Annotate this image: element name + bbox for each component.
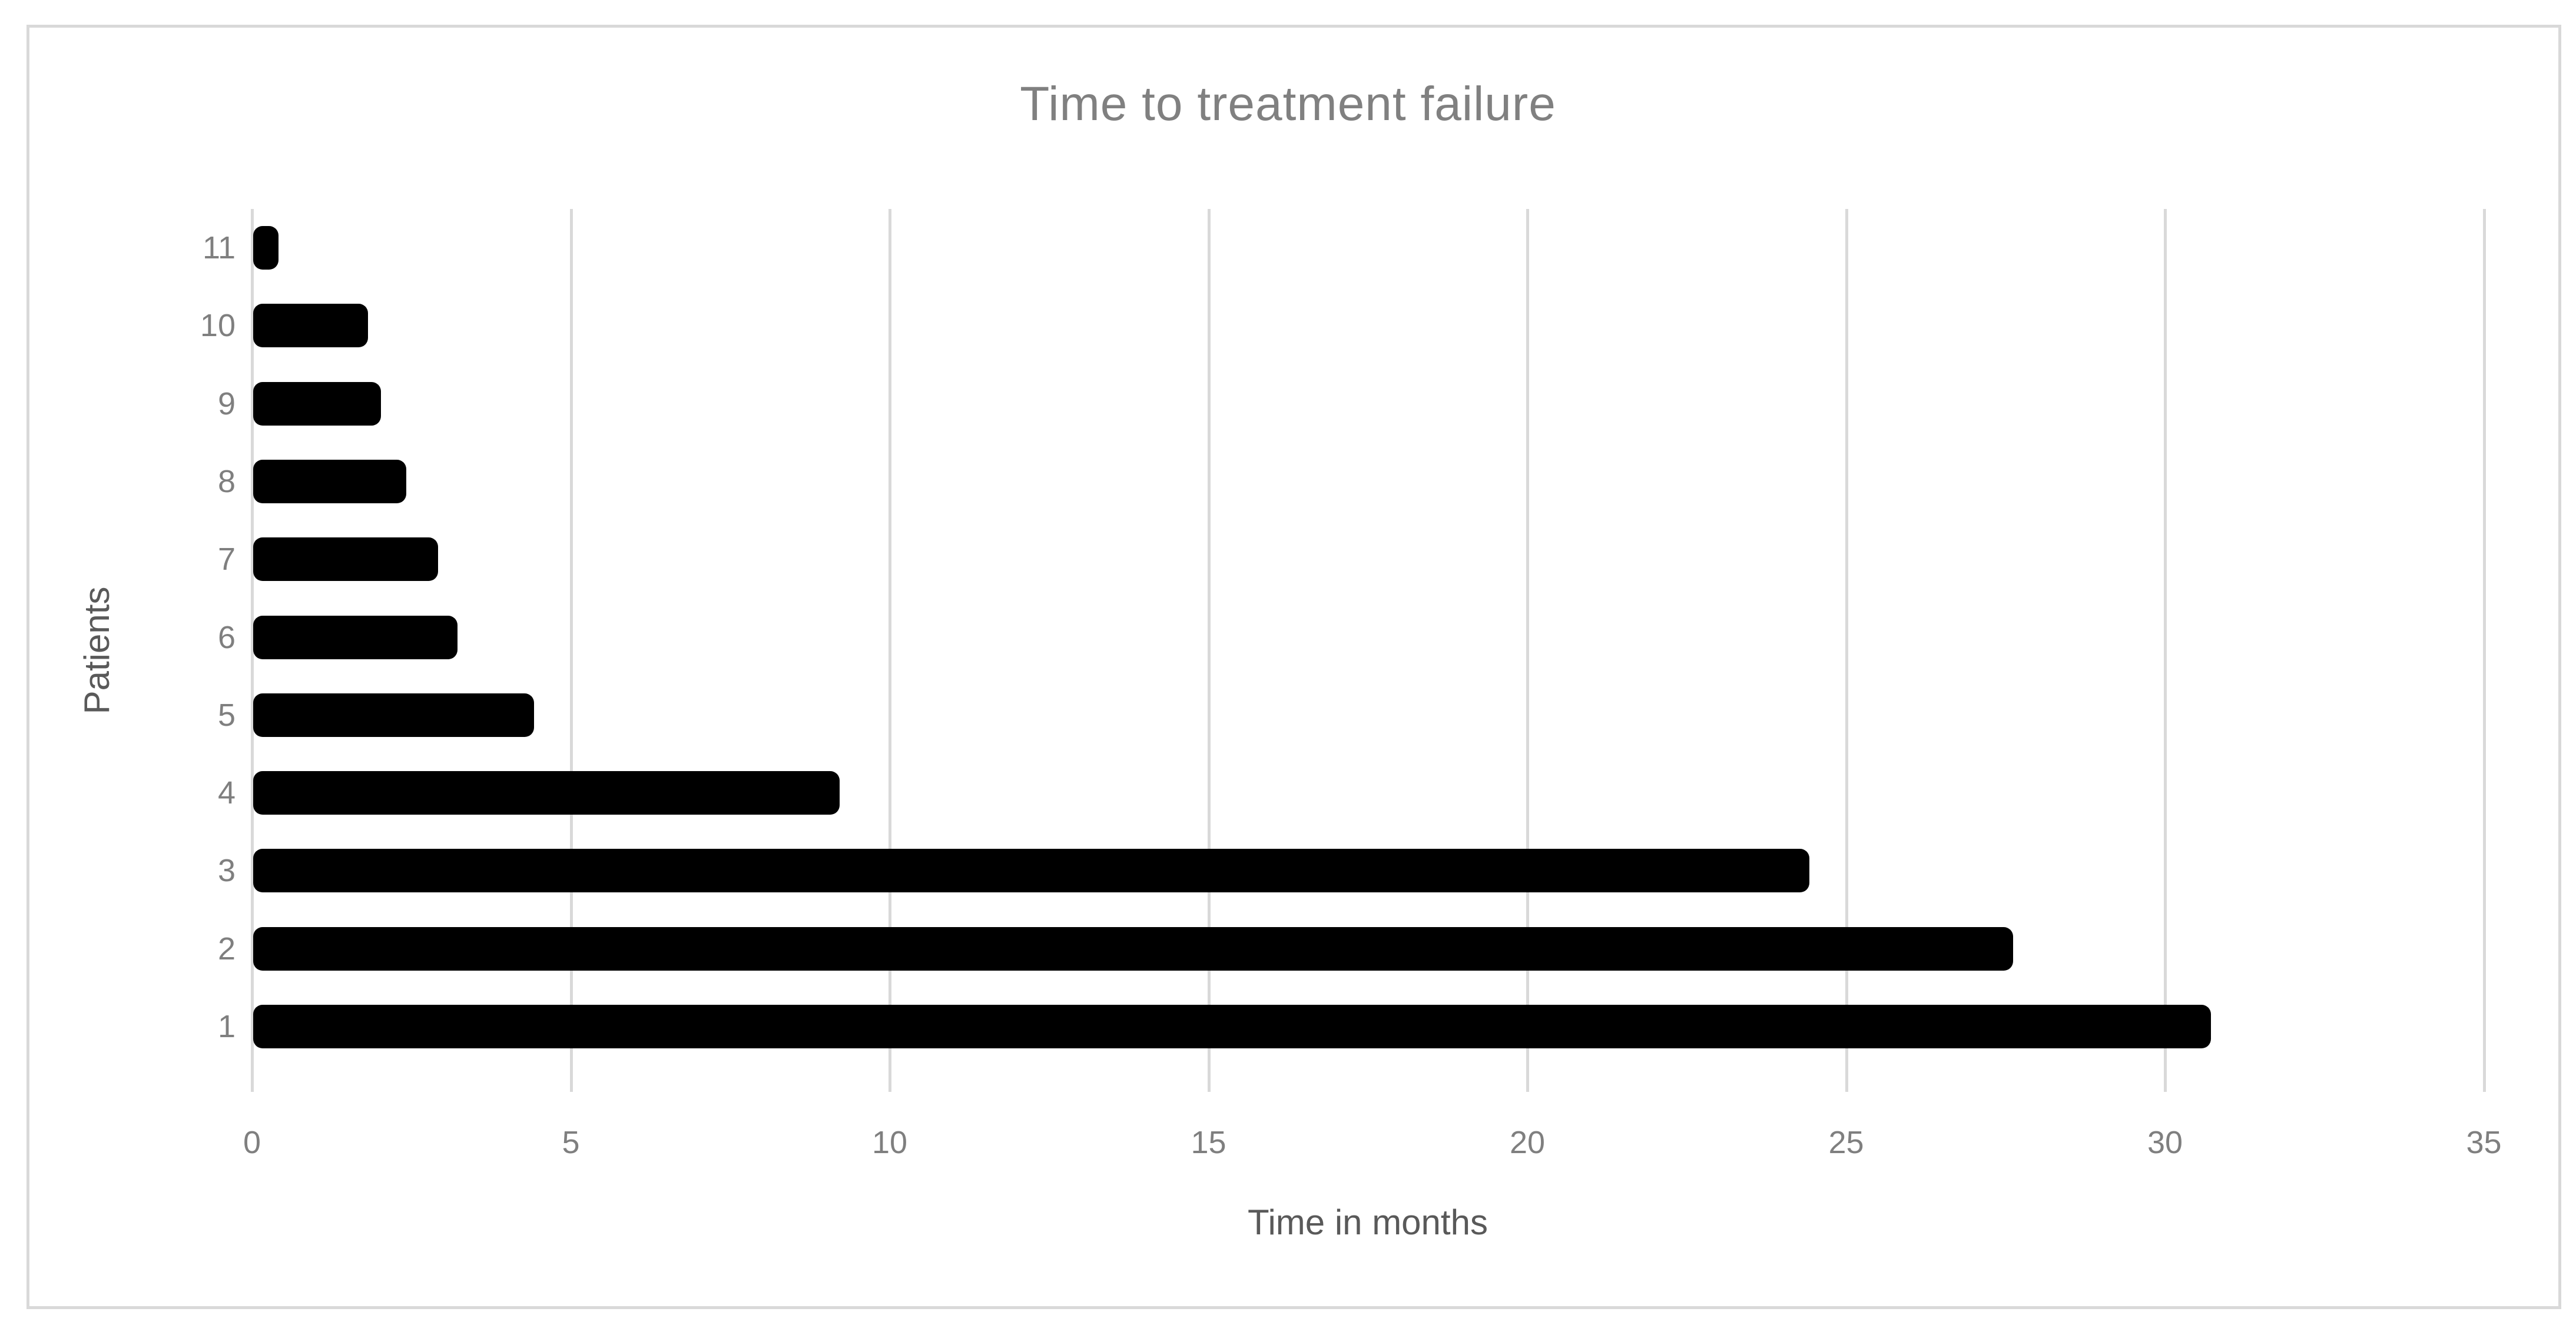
bar-patient-1 bbox=[253, 1004, 2211, 1048]
chart-title: Time to treatment failure bbox=[1020, 77, 1556, 131]
gridline-0 bbox=[251, 209, 254, 1092]
y-tick-label-1: 1 bbox=[217, 1008, 236, 1044]
gridline-10 bbox=[888, 209, 891, 1092]
gridline-15 bbox=[1207, 209, 1211, 1092]
gridline-35 bbox=[2482, 209, 2486, 1092]
x-axis-title: Time in months bbox=[1248, 1203, 1488, 1242]
y-tick-label-5: 5 bbox=[217, 697, 236, 733]
y-tick-label-11: 11 bbox=[202, 230, 236, 266]
bar-patient-10 bbox=[253, 304, 368, 348]
x-tick-label-25: 25 bbox=[1828, 1125, 1864, 1160]
x-tick-label-0: 0 bbox=[243, 1125, 261, 1160]
y-tick-label-4: 4 bbox=[217, 775, 236, 811]
bar-patient-2 bbox=[253, 926, 2014, 971]
bar-patient-5 bbox=[253, 693, 534, 737]
x-tick-label-20: 20 bbox=[1509, 1125, 1546, 1160]
gridline-30 bbox=[2164, 209, 2167, 1092]
x-tick-label-5: 5 bbox=[562, 1125, 580, 1160]
bar-patient-3 bbox=[253, 849, 1809, 893]
gridline-25 bbox=[1845, 209, 1848, 1092]
y-tick-label-2: 2 bbox=[217, 931, 236, 967]
gridline-20 bbox=[1526, 209, 1529, 1092]
x-tick-label-15: 15 bbox=[1191, 1125, 1226, 1160]
x-tick-label-30: 30 bbox=[2147, 1125, 2183, 1160]
y-tick-label-9: 9 bbox=[217, 386, 236, 421]
x-tick-label-10: 10 bbox=[871, 1125, 908, 1160]
y-tick-label-3: 3 bbox=[217, 853, 236, 889]
bar-patient-7 bbox=[253, 537, 439, 582]
bar-patient-11 bbox=[253, 226, 279, 270]
y-tick-label-8: 8 bbox=[217, 463, 236, 499]
chart-area-border bbox=[26, 25, 2561, 1309]
y-axis-title: Patients bbox=[77, 586, 117, 715]
bar-patient-9 bbox=[253, 381, 381, 426]
bar-patient-6 bbox=[253, 615, 457, 659]
bar-patient-4 bbox=[253, 771, 840, 815]
y-tick-label-7: 7 bbox=[217, 542, 236, 577]
gridline-5 bbox=[569, 209, 573, 1092]
y-tick-label-10: 10 bbox=[200, 308, 236, 344]
bar-patient-8 bbox=[253, 459, 406, 503]
x-tick-label-35: 35 bbox=[2466, 1125, 2502, 1160]
y-tick-label-6: 6 bbox=[217, 619, 236, 655]
